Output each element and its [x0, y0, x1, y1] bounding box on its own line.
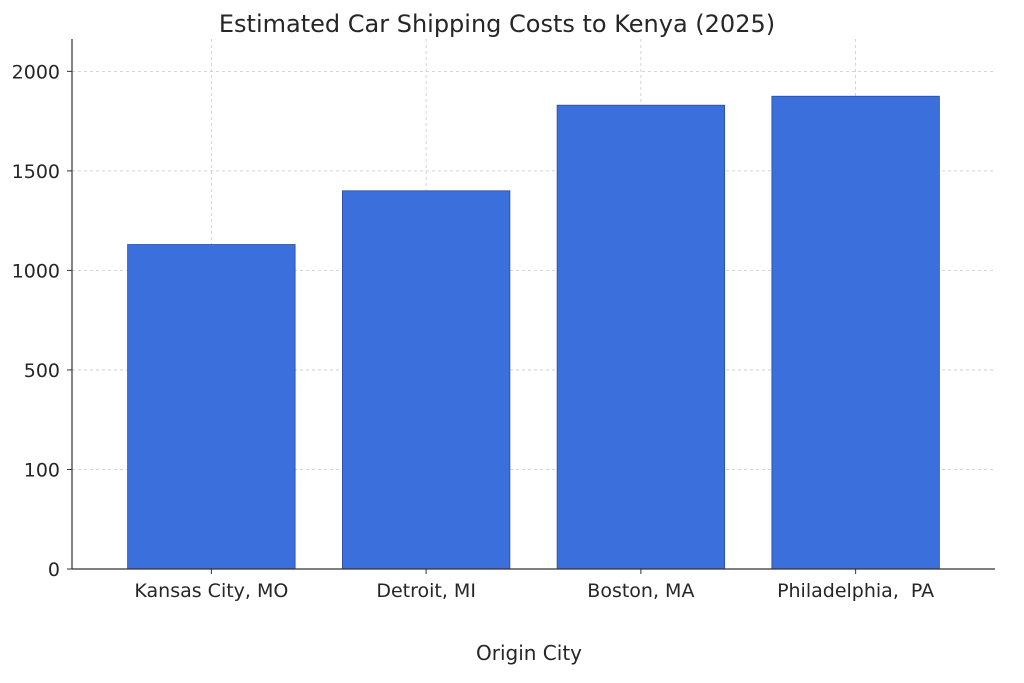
chart-title: Estimated Car Shipping Costs to Kenya (2…	[219, 10, 775, 38]
x-tick-label: Philadelphia, PA	[777, 580, 934, 602]
y-tick-label: 100	[24, 459, 60, 481]
x-tick-label: Kansas City, MO	[134, 580, 288, 602]
x-tick-label: Detroit, MI	[376, 580, 476, 602]
y-tick-label: 500	[24, 360, 60, 382]
x-axis-title: Origin City	[476, 641, 582, 665]
x-axis-ticks: Kansas City, MO Detroit, MI Boston, MA Phil…	[134, 569, 934, 602]
x-tick-label: Boston, MA	[587, 580, 694, 602]
y-tick-label: 2000	[12, 61, 60, 83]
bar	[556, 104, 726, 570]
y-tick-label: 1500	[12, 161, 60, 183]
bar	[771, 95, 940, 570]
bars	[127, 95, 940, 570]
bar	[127, 244, 296, 570]
bar	[341, 190, 511, 570]
y-tick-label: 0	[48, 559, 60, 581]
y-tick-label: 1000	[12, 260, 60, 282]
axes	[71, 39, 995, 570]
y-axis-ticks: 0 100 500 1000 1500 2000	[12, 61, 72, 581]
